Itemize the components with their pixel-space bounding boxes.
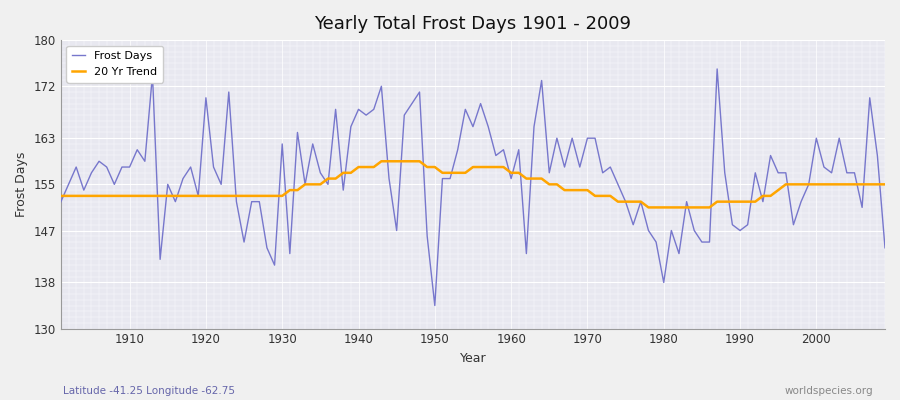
Line: 20 Yr Trend: 20 Yr Trend (61, 161, 885, 208)
Frost Days (879, 246, 890, 250)
Frost Days (712, 66, 723, 71)
20 Yr Trend (506, 170, 517, 175)
20 Yr Trend (56, 194, 67, 198)
20 Yr Trend (605, 194, 616, 198)
Y-axis label: Frost Days: Frost Days (15, 152, 28, 217)
Text: Latitude -41.25 Longitude -62.75: Latitude -41.25 Longitude -62.75 (63, 386, 235, 396)
Frost Days (513, 147, 524, 152)
Frost Days (117, 165, 128, 170)
20 Yr Trend (644, 205, 654, 210)
20 Yr Trend (879, 182, 890, 187)
Frost Days (56, 199, 67, 204)
Legend: Frost Days, 20 Yr Trend: Frost Days, 20 Yr Trend (67, 46, 163, 82)
Frost Days (429, 303, 440, 308)
Frost Days (330, 107, 341, 112)
20 Yr Trend (284, 188, 295, 192)
20 Yr Trend (330, 176, 341, 181)
Line: Frost Days: Frost Days (61, 69, 885, 306)
20 Yr Trend (513, 170, 524, 175)
20 Yr Trend (376, 159, 387, 164)
Frost Days (506, 176, 517, 181)
Frost Days (605, 165, 616, 170)
Title: Yearly Total Frost Days 1901 - 2009: Yearly Total Frost Days 1901 - 2009 (314, 15, 632, 33)
20 Yr Trend (117, 194, 128, 198)
Frost Days (284, 251, 295, 256)
Text: worldspecies.org: worldspecies.org (785, 386, 873, 396)
X-axis label: Year: Year (460, 352, 486, 365)
